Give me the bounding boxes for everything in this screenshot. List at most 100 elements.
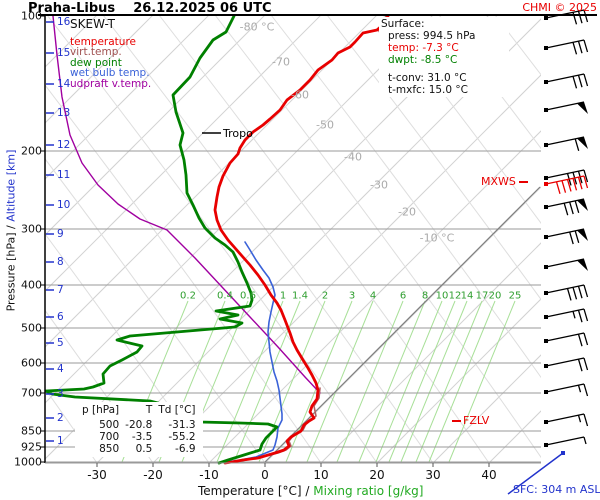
x-axis-title: Temperature [°C] / Mixing ratio [g/kg] bbox=[198, 484, 423, 498]
altitude-tick-label: 9 bbox=[57, 228, 64, 240]
tropopause-label: Tropo bbox=[223, 127, 253, 140]
isotherm-label: -20 bbox=[398, 205, 416, 219]
page-title: Praha-Libus 26.12.2025 06 UTC bbox=[28, 1, 272, 16]
wind-barbs bbox=[544, 9, 589, 447]
table-cell: -3.5 bbox=[131, 431, 153, 443]
table-row: 700 -3.5 -55.2 bbox=[79, 431, 199, 443]
pressure-tick-label: 300 bbox=[21, 222, 42, 236]
altitude-tick-label: 14 bbox=[57, 78, 71, 90]
isotherm-label: -10 °C bbox=[419, 231, 455, 245]
mixing-ratio-label: 0.2 bbox=[180, 290, 196, 302]
wind-barb bbox=[544, 332, 589, 347]
altitude-tick-label: 7 bbox=[57, 284, 64, 296]
surface-elevation-label: SFC: 304 m ASL bbox=[513, 483, 600, 496]
temperature-tick-label: 10 bbox=[313, 468, 329, 482]
wind-barb bbox=[544, 308, 589, 323]
isotherm-label: -50 bbox=[316, 118, 334, 132]
wind-barb bbox=[544, 436, 587, 447]
pressure-tick-label: 700 bbox=[21, 386, 42, 400]
wind-barb bbox=[544, 284, 589, 301]
surface-value: press: 994.5 hPa bbox=[388, 30, 476, 42]
wind-barb bbox=[544, 73, 589, 89]
station-name: Praha-Libus bbox=[28, 1, 116, 16]
surface-panel-lines: press: 994.5 hPa temp: -7.3 °C dwpt: -8.5 … bbox=[381, 30, 507, 96]
surface-value: t-mxfc: 15.0 °C bbox=[388, 84, 468, 96]
altitude-tick-label: 4 bbox=[57, 363, 64, 375]
isotherm-label: -70 bbox=[272, 55, 290, 69]
legend-items: temperature virt.temp. dew point wet bulb t… bbox=[70, 35, 152, 90]
surface-wind-marker bbox=[561, 451, 565, 455]
temperature-tick-label: 40 bbox=[481, 468, 497, 482]
legend-item-dew-point: dew point bbox=[70, 56, 122, 69]
mixing-ratio-label: 14 bbox=[460, 290, 474, 302]
sounding-datetime: 26.12.2025 06 UTC bbox=[133, 1, 272, 16]
temperature-tick-label: -20 bbox=[143, 468, 163, 482]
isotherm-label: -40 bbox=[344, 150, 362, 164]
altitude-tick-label: 2 bbox=[57, 412, 64, 424]
table-cell: -6.9 bbox=[175, 443, 196, 455]
mixing-ratio-label: 10 bbox=[435, 290, 449, 302]
table-cell: 500 bbox=[99, 419, 120, 431]
mixing-ratio-label: 12 bbox=[448, 290, 462, 302]
wind-barb bbox=[544, 101, 588, 114]
wind-barb bbox=[544, 357, 589, 372]
freezing-level-dash bbox=[452, 419, 461, 422]
altitude-tick-label: 6 bbox=[57, 311, 64, 323]
max-wind-dash bbox=[518, 180, 528, 183]
pressure-tick-label: 850 bbox=[21, 424, 42, 438]
table-row: 500 -20.8 -31.3 bbox=[79, 419, 199, 431]
altitude-tick-label: 12 bbox=[57, 139, 71, 151]
surface-value: temp: -7.3 °C bbox=[388, 42, 459, 54]
pressure-tick-label: 100 bbox=[21, 9, 42, 23]
altitude-tick-label: 3 bbox=[57, 388, 64, 400]
temperature-tick-label: 0 bbox=[261, 468, 269, 482]
levels-table: p [hPa] T Td [°C] 500 -20.8 -31.3 700 -3.5 -5… bbox=[75, 402, 203, 457]
altitude-tick-label: 1 bbox=[57, 435, 64, 447]
legend-item-temperature: temperature bbox=[70, 35, 136, 48]
surface-panel: Surface: press: 994.5 hPa temp: -7.3 °C dw… bbox=[379, 17, 509, 97]
wind-barb bbox=[544, 413, 589, 427]
pressure-tick-label: 200 bbox=[21, 144, 42, 158]
wind-barb bbox=[544, 228, 588, 245]
pressure-tick-label: 600 bbox=[21, 356, 42, 370]
col-dewpoint: Td [°C] bbox=[158, 404, 196, 416]
altitude-tick-label: 10 bbox=[57, 199, 71, 211]
wind-barb bbox=[544, 383, 589, 397]
mixing-ratio-label: 17 bbox=[475, 290, 489, 302]
altitude-tick-label: 15 bbox=[57, 47, 71, 59]
table-cell: 0.5 bbox=[135, 443, 153, 455]
pressure-tick-label: 500 bbox=[21, 321, 42, 335]
isotherm-label: -60 bbox=[291, 88, 309, 102]
wind-barb bbox=[544, 175, 589, 194]
surface-value: dwpt: -8.5 °C bbox=[388, 54, 458, 66]
wind-barb bbox=[544, 9, 589, 25]
y-axis-title-altitude: Altitude [km] bbox=[4, 149, 18, 222]
wind-barb bbox=[544, 198, 588, 216]
mixing-ratio-label: 20 bbox=[488, 290, 502, 302]
altitude-tick-label: 11 bbox=[57, 169, 71, 181]
pressure-tick-label: 925 bbox=[21, 440, 42, 454]
legend: SKEW-T temperature virt.temp. dew point wet… bbox=[70, 17, 152, 90]
wind-barb bbox=[544, 258, 588, 271]
legend-item-wet-bulb-temp-: wet bulb temp. bbox=[70, 67, 150, 79]
surface-panel-title: Surface: bbox=[381, 18, 425, 30]
altitude-tick-label: 16 bbox=[57, 16, 71, 28]
legend-item-udpraft-v-temp-: udpraft v.temp. bbox=[70, 77, 152, 90]
max-wind-label: MXWS bbox=[481, 175, 528, 188]
mixing-ratio-label: 3 bbox=[348, 290, 356, 302]
y-axis-title: Pressure [hPa] / Altitude [km] bbox=[4, 149, 18, 312]
altitude-tick-label: 13 bbox=[57, 107, 71, 119]
table-cell: -20.8 bbox=[125, 419, 153, 431]
freezing-level-label: FZLV bbox=[452, 414, 489, 427]
mixing-ratio-label: 1.4 bbox=[292, 290, 308, 302]
legend-title: SKEW-T bbox=[70, 17, 116, 31]
sounding-curves bbox=[44, 14, 390, 465]
levels-table-header-row: p [hPa] T Td [°C] bbox=[79, 404, 199, 419]
altitude-tick-label: 8 bbox=[57, 256, 64, 268]
altitude-tick-label: 5 bbox=[57, 337, 64, 349]
y-axis-title-pressure: Pressure [hPa] bbox=[4, 232, 18, 312]
table-cell: 850 bbox=[99, 443, 120, 455]
x-axis-title-mixing-ratio: Mixing ratio [g/kg] bbox=[313, 484, 424, 498]
mixing-ratio-label: 0.4 bbox=[217, 290, 233, 302]
